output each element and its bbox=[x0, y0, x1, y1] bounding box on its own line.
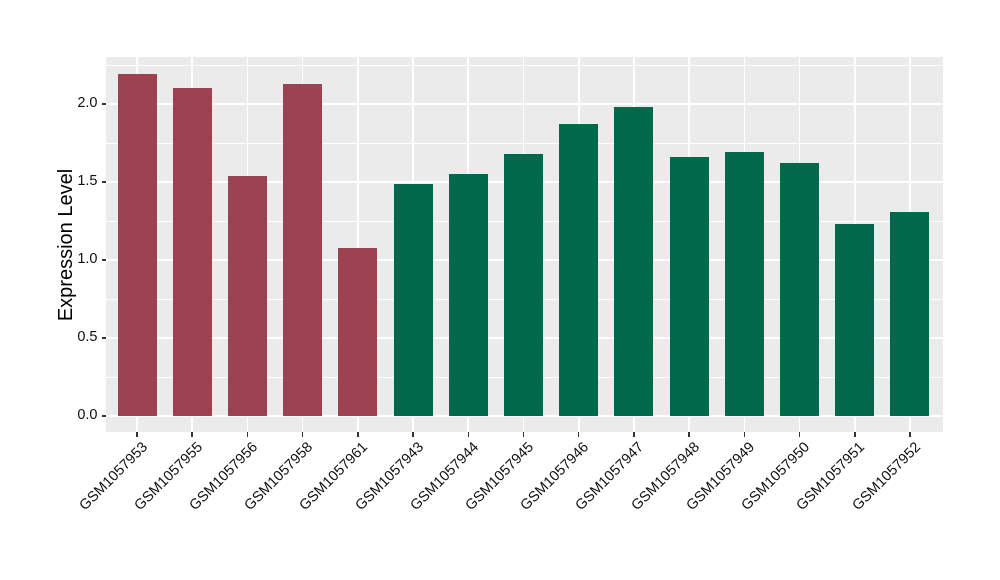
gridline-minor-horizontal bbox=[106, 142, 943, 144]
bar-GSM1057958 bbox=[283, 83, 323, 416]
bar-GSM1057961 bbox=[338, 247, 378, 416]
x-tick-mark bbox=[246, 432, 249, 437]
x-tick-mark bbox=[522, 432, 525, 437]
y-tick-mark bbox=[101, 415, 106, 417]
plot-panel bbox=[106, 57, 943, 432]
gridline-major-horizontal bbox=[106, 415, 943, 417]
bar-GSM1057950 bbox=[780, 163, 820, 416]
bar-GSM1057945 bbox=[503, 153, 543, 416]
x-tick-mark bbox=[854, 432, 856, 437]
gridline-vertical bbox=[357, 57, 359, 432]
y-axis-title: Expression Level bbox=[55, 168, 77, 321]
gridline-minor-horizontal bbox=[106, 64, 943, 66]
bar-GSM1057949 bbox=[724, 152, 764, 416]
x-tick-mark bbox=[743, 432, 746, 437]
y-tick-mark bbox=[101, 337, 106, 339]
bar-GSM1057951 bbox=[835, 224, 875, 416]
bar-GSM1057955 bbox=[172, 88, 212, 416]
bar-GSM1057948 bbox=[669, 157, 709, 416]
bar-GSM1057947 bbox=[614, 107, 654, 416]
bar-GSM1057956 bbox=[227, 175, 267, 416]
x-tick-mark bbox=[909, 432, 911, 437]
y-tick-label: 0.0 bbox=[77, 407, 98, 424]
x-tick-mark bbox=[577, 432, 580, 437]
x-tick-mark bbox=[136, 432, 138, 437]
bar-GSM1057952 bbox=[890, 211, 930, 416]
x-tick-mark bbox=[357, 432, 359, 437]
x-tick-mark bbox=[688, 432, 690, 437]
y-tick-mark bbox=[101, 103, 106, 105]
gridline-major-horizontal bbox=[106, 103, 943, 105]
bar-GSM1057953 bbox=[117, 74, 157, 416]
y-tick-label: 1.0 bbox=[77, 251, 98, 268]
x-tick-mark bbox=[301, 432, 304, 437]
y-tick-label: 2.0 bbox=[77, 95, 98, 112]
bar-GSM1057946 bbox=[559, 124, 599, 416]
bar-GSM1057944 bbox=[448, 174, 488, 416]
y-tick-label: 1.5 bbox=[77, 173, 98, 190]
y-tick-mark bbox=[101, 259, 106, 261]
x-tick-mark bbox=[191, 432, 193, 437]
y-tick-label: 0.5 bbox=[77, 329, 98, 346]
x-tick-mark bbox=[798, 432, 801, 437]
y-tick-mark bbox=[101, 181, 106, 183]
x-tick-mark bbox=[633, 432, 635, 437]
x-tick-mark bbox=[412, 432, 414, 437]
bar-GSM1057943 bbox=[393, 183, 433, 416]
x-tick-mark bbox=[467, 432, 470, 437]
